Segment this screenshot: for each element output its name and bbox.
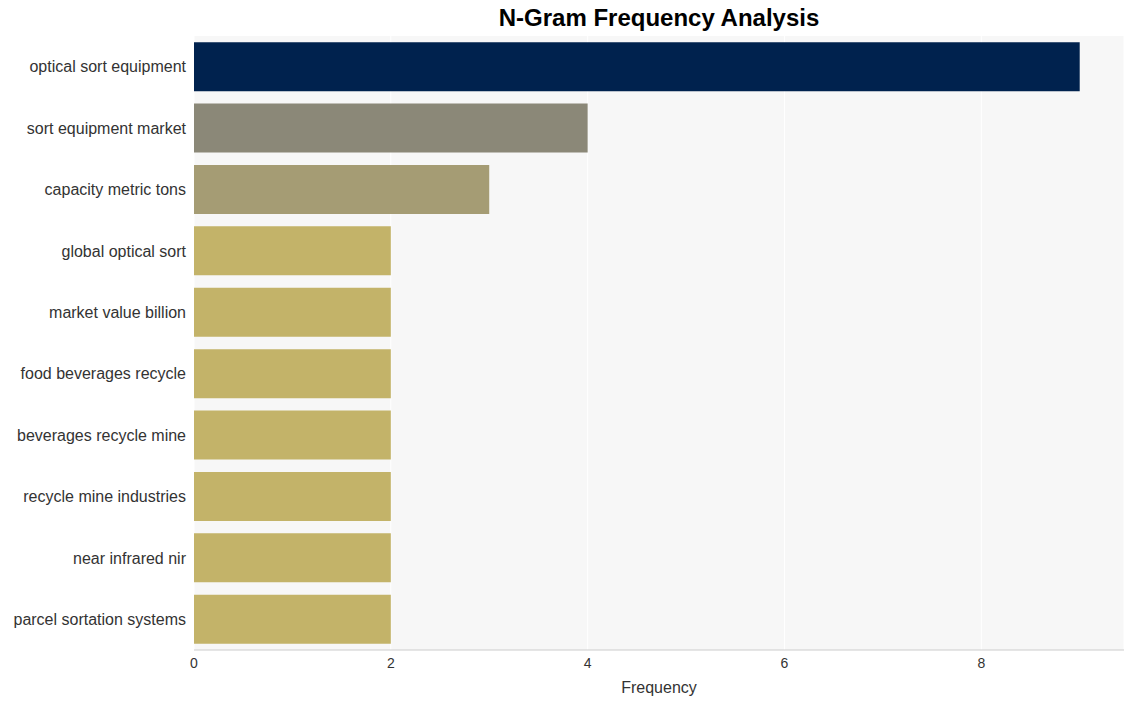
svg-text:capacity metric tons: capacity metric tons xyxy=(45,181,186,198)
html-text:N-Gram Frequency Analysis: N-Gram Frequency Analysis xyxy=(498,4,820,31)
svg-text:near infrared nir: near infrared nir xyxy=(73,550,187,567)
svg-text:beverages recycle mine: beverages recycle mine xyxy=(17,427,186,444)
svg-text:global optical sort: global optical sort xyxy=(61,243,186,260)
svg-text:8: 8 xyxy=(977,655,985,671)
svg-text:parcel sortation systems: parcel sortation systems xyxy=(13,611,186,628)
svg-text:0: 0 xyxy=(190,655,198,671)
svg-text:4: 4 xyxy=(584,655,592,671)
svg-text:recycle mine industries: recycle mine industries xyxy=(23,488,186,505)
svg-text:6: 6 xyxy=(781,655,789,671)
svg-text:Frequency: Frequency xyxy=(621,679,697,696)
svg-text:sort equipment market: sort equipment market xyxy=(27,120,187,137)
svg-text:optical sort equipment: optical sort equipment xyxy=(29,58,186,75)
svg-text:2: 2 xyxy=(387,655,395,671)
svg-text:food beverages recycle: food beverages recycle xyxy=(21,365,187,382)
svg-text:market value billion: market value billion xyxy=(49,304,186,321)
